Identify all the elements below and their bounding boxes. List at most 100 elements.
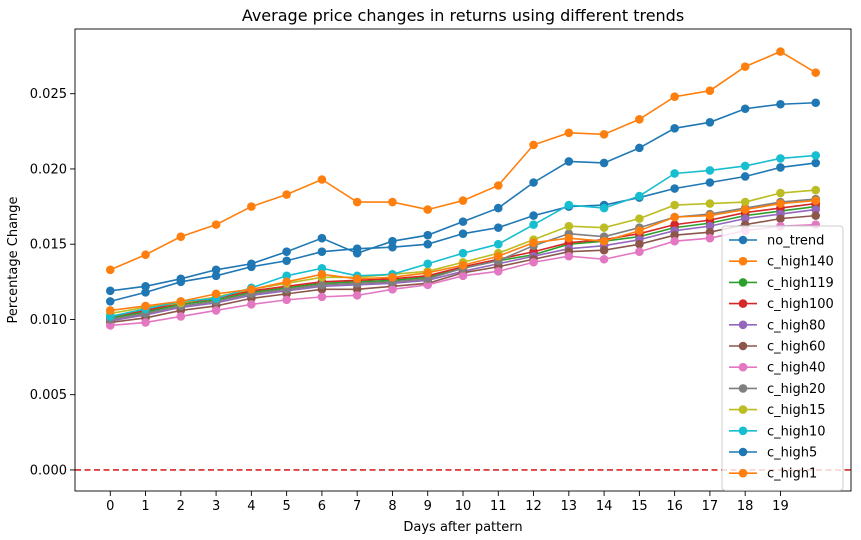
data-point [811, 211, 821, 220]
data-point [670, 124, 679, 133]
data-point [564, 233, 574, 243]
data-point [423, 268, 433, 278]
data-point [423, 274, 433, 284]
legend-marker [738, 384, 748, 393]
data-point [670, 169, 679, 178]
data-point [141, 282, 150, 291]
data-point [776, 214, 785, 223]
data-point [388, 197, 397, 207]
data-point [423, 259, 433, 269]
series-c_high5 [105, 98, 821, 296]
legend-marker [738, 405, 748, 414]
data-point [564, 200, 574, 210]
data-point [599, 236, 609, 246]
data-point [776, 188, 785, 198]
data-point [388, 242, 397, 252]
data-point [776, 154, 785, 163]
data-point [776, 199, 785, 208]
legend-item-c_high1: c_high1 [729, 467, 817, 482]
data-point [670, 220, 679, 229]
data-point [599, 130, 609, 139]
data-point [352, 274, 362, 284]
data-point [811, 158, 821, 168]
data-point [705, 166, 715, 175]
data-point [458, 271, 468, 281]
data-point [317, 269, 327, 279]
data-point [317, 247, 327, 257]
data-point [176, 312, 186, 321]
legend-item-c_high60: c_high60 [729, 340, 826, 355]
data-point [529, 140, 538, 150]
data-point [176, 232, 186, 241]
x-tick-label: 17 [702, 499, 719, 514]
data-point [211, 220, 221, 229]
legend-label: c_high119 [767, 276, 834, 291]
data-point [705, 199, 715, 208]
legend-label: c_high60 [767, 340, 826, 355]
legend-item-c_high5: c_high5 [729, 446, 817, 461]
data-point [740, 197, 750, 207]
data-point [141, 288, 150, 297]
data-point [247, 202, 256, 211]
x-tick-label: 12 [525, 499, 542, 514]
data-point [493, 223, 503, 232]
data-point [670, 200, 679, 210]
data-point [458, 217, 468, 226]
data-point [599, 254, 609, 264]
legend-label: c_high40 [767, 361, 826, 376]
data-point [529, 211, 538, 220]
legend-label: c_high1 [767, 467, 817, 482]
data-point [635, 247, 644, 257]
legend-label: c_high10 [767, 424, 826, 439]
data-point [493, 266, 503, 276]
data-point [670, 92, 679, 102]
data-point [493, 251, 503, 261]
data-point [599, 158, 609, 168]
legend-label: c_high15 [767, 403, 826, 418]
data-point [423, 205, 433, 214]
data-point [705, 211, 715, 220]
data-point [670, 230, 679, 240]
legend-label: c_high20 [767, 382, 826, 397]
data-point [811, 185, 821, 195]
data-point [211, 289, 221, 299]
data-point [811, 151, 821, 160]
data-point [388, 273, 397, 282]
y-tick-label: 0.010 [30, 313, 67, 328]
data-point [599, 245, 609, 255]
data-point [776, 47, 785, 56]
x-tick-label: 13 [561, 499, 578, 514]
x-tick-label: 8 [388, 499, 396, 514]
legend-item-c_high119: c_high119 [729, 276, 834, 291]
data-point [635, 143, 644, 153]
data-point [599, 223, 609, 232]
x-tick-label: 10 [455, 499, 472, 514]
data-point [317, 292, 327, 302]
legend-item-c_high15: c_high15 [729, 403, 826, 418]
plot-area: 0 1 2 3 4 5 6 7 8 9 10 11 12 13 14 15 16 17 18 190.0000.005… [30, 28, 852, 514]
data-point [211, 265, 221, 275]
data-point [493, 181, 503, 190]
data-point [564, 128, 574, 138]
data-point [317, 280, 327, 290]
x-tick-label: 5 [282, 499, 290, 514]
data-point [635, 226, 644, 235]
x-tick-label: 3 [212, 499, 220, 514]
data-point [529, 220, 538, 229]
legend-label: c_high140 [767, 255, 834, 270]
data-point [317, 175, 327, 184]
legend-item-c_high140: c_high140 [729, 255, 834, 270]
data-point [388, 285, 397, 294]
data-point [740, 161, 750, 171]
data-point [811, 98, 821, 108]
data-point [705, 227, 715, 237]
data-point [105, 286, 115, 296]
legend-item-c_high10: c_high10 [729, 424, 826, 439]
legend-item-c_high100: c_high100 [729, 297, 834, 312]
chart-title: Average price changes in returns using d… [242, 6, 684, 25]
data-point [705, 178, 715, 187]
data-point [423, 239, 433, 249]
data-point [529, 238, 538, 247]
data-point [105, 306, 115, 315]
data-point [635, 239, 644, 249]
